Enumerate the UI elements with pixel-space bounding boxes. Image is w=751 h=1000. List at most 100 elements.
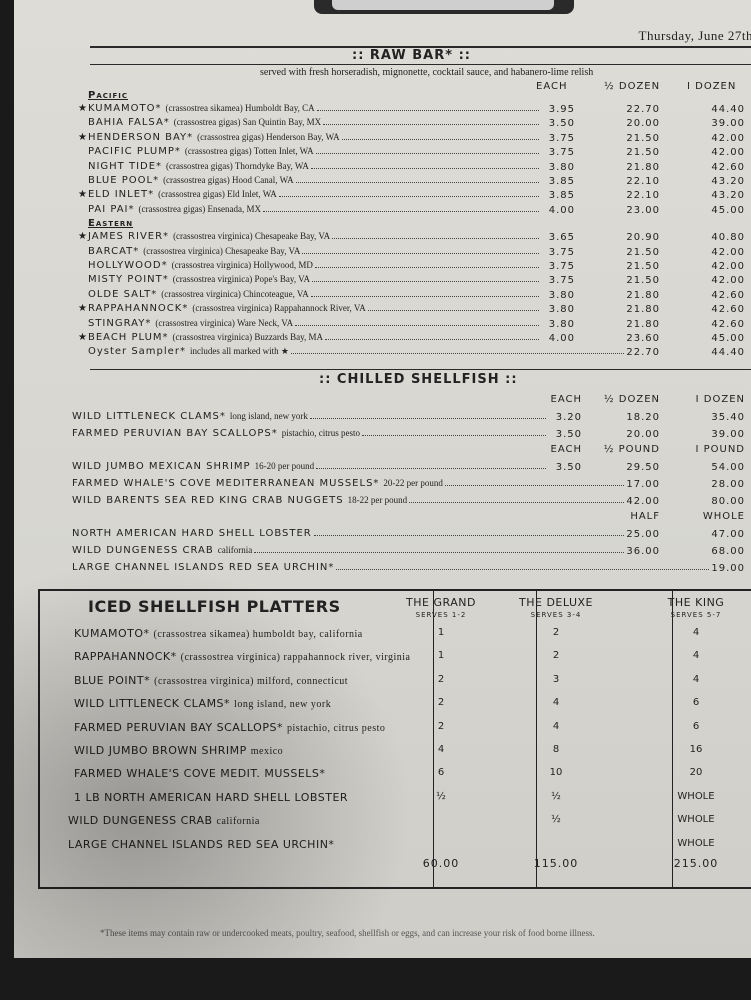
platter-serves: SERVES 5-7 bbox=[670, 611, 722, 619]
star-icon: ★ bbox=[78, 103, 87, 114]
item-price: 19.00 bbox=[711, 563, 745, 574]
menu-item: ★ ELD INLET* (crassostrea gigas) Eld Inlet… bbox=[78, 189, 541, 203]
item-price: 3.50 bbox=[555, 462, 582, 473]
item-price: 42.00 bbox=[711, 132, 745, 144]
item-name: MISTY POINT* bbox=[87, 274, 169, 286]
platter-quantity: 4 bbox=[692, 673, 700, 685]
platter-quantity: 3 bbox=[552, 673, 560, 685]
platter-quantity: 4 bbox=[437, 744, 445, 755]
item-name: PACIFIC PLUMP* bbox=[87, 146, 181, 158]
item-price: 3.80 bbox=[548, 289, 575, 301]
item-price: 3.75 bbox=[548, 147, 575, 159]
chilled-title: :: CHILLED SHELLFISH :: bbox=[319, 372, 518, 387]
platter-quantity: 4 bbox=[692, 650, 700, 662]
item-price: 3.80 bbox=[548, 304, 575, 316]
item-name: LARGE CHANNEL ISLANDS RED SEA URCHIN* bbox=[72, 562, 335, 573]
menu-item: ★HOLLYWOOD*(crassostrea virginica) Holly… bbox=[78, 260, 541, 274]
item-price: 3.80 bbox=[548, 161, 575, 173]
platter-quantity: WHOLE bbox=[677, 814, 715, 826]
item-description: long island, new york bbox=[234, 699, 332, 711]
item-price: 44.40 bbox=[711, 104, 745, 115]
item-price: 25.00 bbox=[626, 529, 660, 540]
menu-item: FARMED PERUVIAN BAY SCALLOPS* pistachio, … bbox=[72, 428, 548, 442]
platter-quantity: ½ bbox=[551, 814, 561, 826]
platter-price: 60.00 bbox=[422, 857, 460, 870]
menu-item: WILD LITTLENECK CLAMS* long island, new y… bbox=[72, 411, 548, 425]
column-header: EACH bbox=[550, 444, 582, 455]
platter-item: WILD JUMBO BROWN SHRIMP mexico bbox=[74, 744, 283, 757]
item-description: (crassostrea virginica) Ware Neck, VA bbox=[155, 317, 294, 328]
platter-quantity: 16 bbox=[689, 744, 703, 755]
item-name: WILD DUNGENESS CRAB bbox=[68, 814, 213, 828]
platter-item: WILD DUNGENESS CRAB california bbox=[68, 814, 260, 827]
item-price: 17.00 bbox=[626, 479, 660, 490]
item-name: HOLLYWOOD* bbox=[87, 260, 168, 271]
menu-item: WILD BARENTS SEA RED KING CRAB NUGGETS 18… bbox=[72, 495, 626, 509]
platter-quantity: 6 bbox=[692, 697, 700, 709]
item-description: (crassostrea virginica) Chincoteague, VA bbox=[161, 288, 309, 299]
platter-quantity: 2 bbox=[437, 697, 445, 709]
item-price: 21.80 bbox=[626, 318, 660, 330]
menu-item: ★BLUE POOL*(crassostrea gigas) Hood Cana… bbox=[78, 175, 541, 189]
item-price: 4.00 bbox=[548, 333, 575, 344]
section-label: Pacific bbox=[88, 90, 129, 101]
platter-quantity: WHOLE bbox=[677, 837, 715, 849]
platter-quantity: 20 bbox=[689, 767, 703, 779]
menu-item: ★ KUMAMOTO* (crassostrea sikamea) Humboldt… bbox=[78, 103, 541, 117]
platter-quantity: 2 bbox=[437, 673, 445, 685]
item-name: ELD INLET* bbox=[87, 189, 155, 201]
star-icon: ★ bbox=[78, 189, 87, 201]
column-header: I POUND bbox=[695, 444, 745, 455]
item-price: 3.80 bbox=[548, 318, 575, 330]
item-price: 21.80 bbox=[626, 304, 660, 316]
dot-leader bbox=[336, 568, 709, 570]
item-price: 21.50 bbox=[626, 275, 660, 287]
item-price: 22.70 bbox=[626, 347, 660, 359]
platter-quantity: 6 bbox=[692, 720, 700, 732]
item-price: 39.00 bbox=[711, 118, 745, 130]
dot-leader bbox=[444, 484, 624, 486]
menu-item: ★ HENDERSON BAY* (crassostrea gigas) Hende… bbox=[78, 132, 541, 146]
item-name: OLDE SALT* bbox=[87, 288, 158, 300]
menu-item: ★PAI PAI*(crassostrea gigas) Ensenada, M… bbox=[78, 204, 541, 218]
item-price: 3.50 bbox=[555, 429, 582, 440]
dot-leader bbox=[302, 252, 539, 254]
item-price: 42.60 bbox=[711, 161, 745, 173]
column-header: EACH bbox=[550, 394, 582, 405]
section-label: Eastern bbox=[88, 218, 134, 230]
item-description: (crassostrea virginica) Hollywood, MD bbox=[171, 260, 313, 270]
platter-quantity: 8 bbox=[552, 744, 560, 755]
dot-leader bbox=[341, 138, 539, 140]
item-description: (crassostrea virginica) Buzzards Bay, MA bbox=[172, 332, 323, 342]
menu-item: ★ RAPPAHANNOCK* (crassostrea virginica) Ra… bbox=[78, 303, 541, 317]
item-price: 39.00 bbox=[711, 429, 745, 440]
col-dozen: I DOZEN bbox=[687, 81, 737, 92]
item-description: (crassostrea virginica) rappahannock riv… bbox=[180, 652, 411, 664]
item-description: (crassostrea gigas) San Quintin Bay, MX bbox=[173, 117, 322, 128]
column-header: ½ POUND bbox=[603, 444, 660, 455]
item-price: 3.50 bbox=[548, 118, 575, 130]
item-description: (crassostrea gigas) Ensenada, MX bbox=[138, 203, 261, 214]
item-price: 36.00 bbox=[626, 546, 660, 557]
platter-quantity: 10 bbox=[549, 767, 563, 779]
dot-leader bbox=[254, 551, 624, 553]
item-price: 28.00 bbox=[711, 479, 745, 490]
item-description: 16-20 per pound bbox=[254, 461, 315, 471]
dot-leader bbox=[332, 237, 539, 240]
platter-item: BLUE POINT* (crassostrea virginica) milfo… bbox=[74, 674, 348, 687]
menu-date: Thursday, June 27th bbox=[638, 28, 751, 43]
item-description: pistachio, citrus pesto bbox=[281, 428, 361, 438]
item-price: 42.00 bbox=[626, 496, 660, 507]
item-name: STINGRAY* bbox=[87, 317, 152, 329]
item-description: mexico bbox=[250, 746, 284, 757]
dot-leader bbox=[262, 210, 539, 212]
star-icon: ★ bbox=[78, 131, 87, 143]
star-icon: ★ bbox=[78, 332, 87, 343]
column-header: HALF bbox=[630, 511, 660, 522]
col-each: EACH bbox=[536, 81, 568, 92]
item-price: 3.85 bbox=[548, 176, 575, 187]
platter-table: ICED SHELLFISH PLATTERS THE GRAND SERVES … bbox=[38, 589, 751, 889]
menu-page: Thursday, June 27th :: RAW BAR* :: serve… bbox=[14, 0, 751, 958]
platter-item: RAPPAHANNOCK* (crassostrea virginica) rap… bbox=[74, 650, 411, 663]
column-divider bbox=[433, 591, 434, 887]
